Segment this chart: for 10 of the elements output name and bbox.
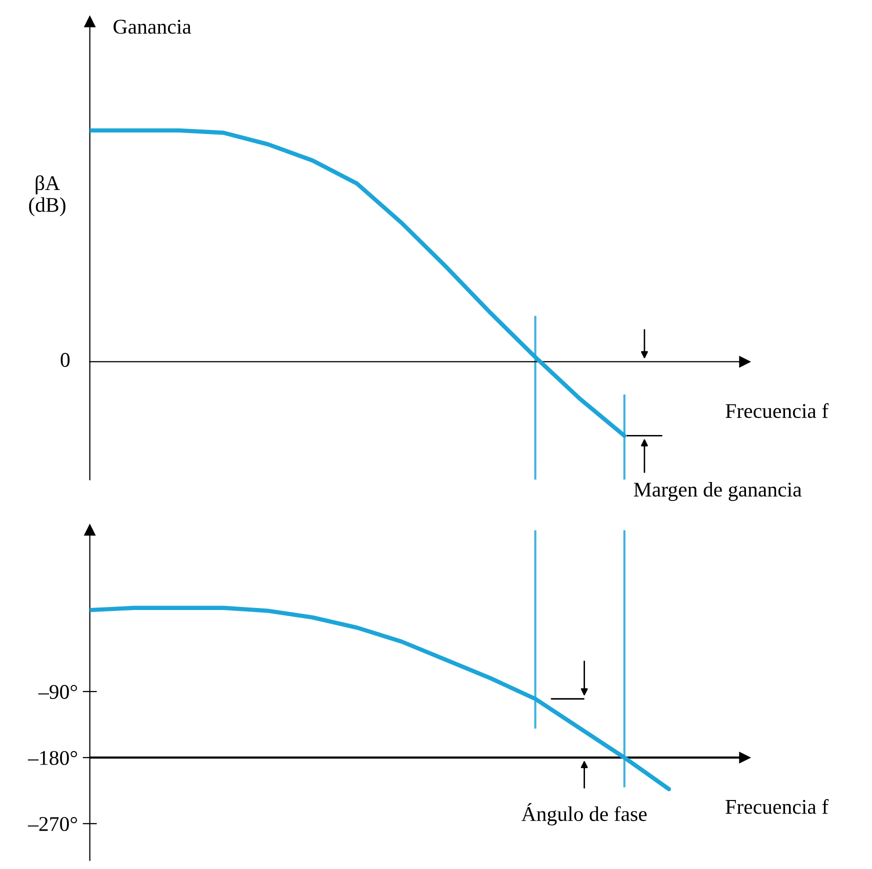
text: Margen de ganancia (634, 482, 802, 501)
x-axis-title: Frecuencia f (726, 403, 829, 418)
x-axis-title: Frecuencia f (726, 799, 829, 814)
y-axis-title: βA (dB) (29, 175, 66, 216)
annotation: Ángulo de fase (521, 803, 647, 826)
y-tick-label: –90° (38, 684, 77, 699)
y-tick-label: –270° (28, 816, 77, 832)
annotation: 0 (60, 352, 70, 367)
chart-title: Ganancia (114, 20, 192, 34)
y-tick-label: –180° (28, 750, 77, 766)
